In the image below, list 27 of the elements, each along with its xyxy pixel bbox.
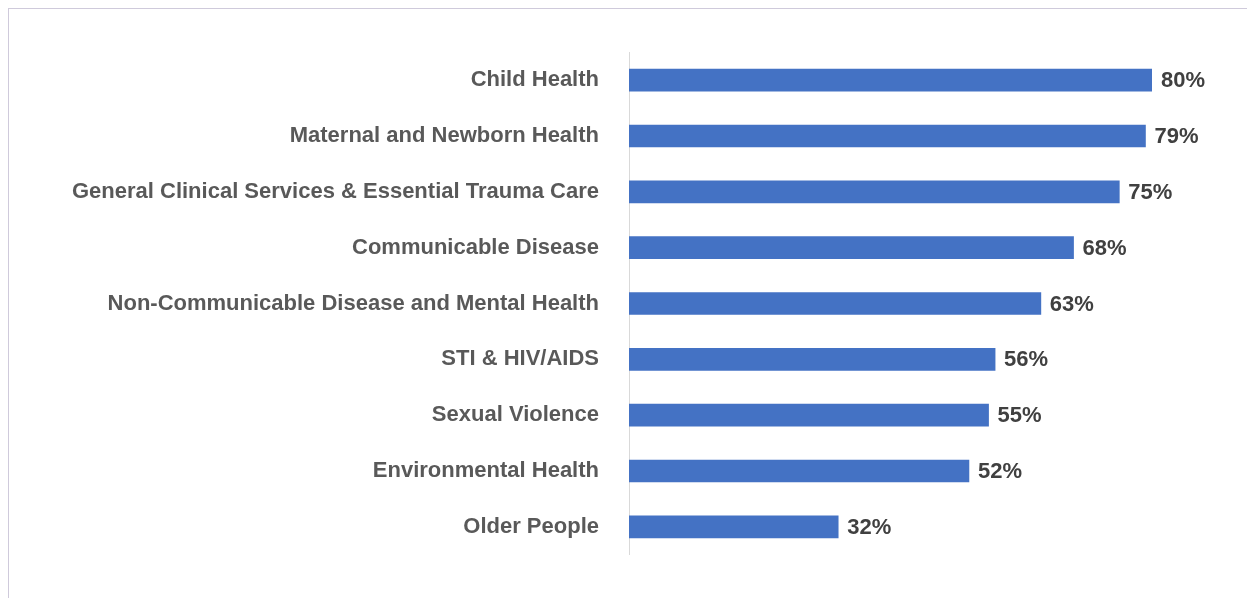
data-label: 68% [1082,234,1127,260]
bar [629,236,1074,259]
y-tick-label: Non-Communicable Disease and Mental Health [107,289,599,315]
y-tick-label: Older People [463,512,599,538]
data-label: 80% [1161,67,1206,93]
y-tick-label: Environmental Health [372,457,599,483]
data-label: 32% [847,513,892,539]
bar [629,292,1042,315]
data-label: 56% [1004,346,1049,372]
y-tick-label: General Clinical Services & Essential Trauma Care [71,177,599,203]
y-tick-label: Sexual Violence [431,401,599,427]
y-tick-label: Child Health [470,66,599,92]
data-label: 75% [1128,178,1173,204]
bar [629,403,989,427]
bar [629,459,970,483]
y-tick-label: Communicable Disease [352,233,599,259]
bar [629,180,1120,204]
y-tick-label: STI & HIV/AIDS [441,345,599,371]
data-label: 63% [1049,290,1094,316]
bar [629,124,1146,148]
bar [629,68,1152,92]
bar [629,348,996,371]
bar [629,515,839,539]
data-label: 55% [997,402,1042,428]
data-label: 79% [1154,123,1199,149]
y-tick-label: Maternal and Newborn Health [289,122,599,148]
data-label: 52% [977,458,1022,484]
